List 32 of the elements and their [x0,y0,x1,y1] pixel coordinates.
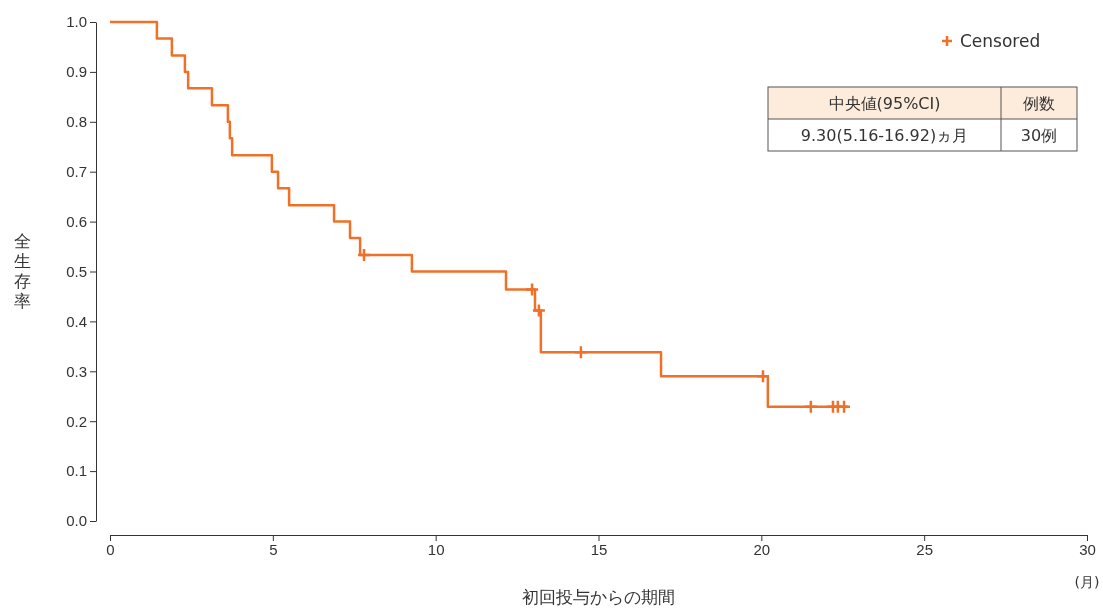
y-tick-label: 0.9 [66,63,87,81]
y-tick-label: 0.0 [66,512,87,530]
annotation: 30例 [1020,126,1058,145]
annotation: 9.30(5.16-16.92)ヵ月 [800,126,969,145]
y-tick-label: 0.7 [66,163,87,180]
y-tick-label: 0.8 [66,113,87,131]
y-tick-label: 0.4 [66,312,87,330]
text: (月) [1074,574,1100,590]
x-axis-title: 初回投与からの期間 [522,587,675,607]
annotation: 例数 [1023,94,1055,113]
x-tick-label: 30 [1079,540,1096,558]
y-tick-label: 0.1 [66,462,87,480]
x-tick-label: 15 [590,540,608,558]
point [803,399,819,414]
point [356,247,372,263]
x-tick-label: 0 [106,540,115,558]
y-axis-title: 全生存率 [13,231,31,311]
y-tick-label: 0.3 [66,362,87,380]
x-tick-label: 5 [269,540,278,558]
point [531,303,547,318]
y-tick-label: 1.0 [66,13,87,31]
x-tick-label: 20 [753,540,771,558]
x-tick-label: 10 [427,540,445,558]
y-tick-label: 0.5 [66,262,87,280]
y-tick-label: 0.2 [66,412,87,430]
x-tick-label: 25 [916,540,934,558]
y-tick-label: 0.6 [66,212,87,230]
annotation: 中央値(95%CI) [828,94,941,113]
point [573,345,589,360]
legend-label: Censored [960,31,1041,51]
point [524,282,540,297]
point [755,369,771,384]
